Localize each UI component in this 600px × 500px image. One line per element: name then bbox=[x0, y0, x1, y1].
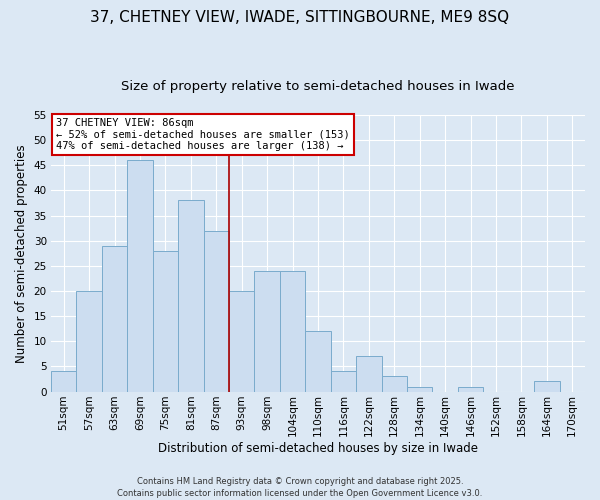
Bar bbox=[178, 200, 203, 392]
Bar bbox=[458, 386, 483, 392]
Bar bbox=[229, 291, 254, 392]
Bar bbox=[534, 382, 560, 392]
Bar bbox=[102, 246, 127, 392]
Text: 37 CHETNEY VIEW: 86sqm
← 52% of semi-detached houses are smaller (153)
47% of se: 37 CHETNEY VIEW: 86sqm ← 52% of semi-det… bbox=[56, 118, 350, 151]
Bar bbox=[407, 386, 433, 392]
X-axis label: Distribution of semi-detached houses by size in Iwade: Distribution of semi-detached houses by … bbox=[158, 442, 478, 455]
Bar bbox=[127, 160, 152, 392]
Bar bbox=[254, 271, 280, 392]
Text: 37, CHETNEY VIEW, IWADE, SITTINGBOURNE, ME9 8SQ: 37, CHETNEY VIEW, IWADE, SITTINGBOURNE, … bbox=[91, 10, 509, 25]
Text: Contains HM Land Registry data © Crown copyright and database right 2025.
Contai: Contains HM Land Registry data © Crown c… bbox=[118, 476, 482, 498]
Bar bbox=[382, 376, 407, 392]
Bar bbox=[280, 271, 305, 392]
Title: Size of property relative to semi-detached houses in Iwade: Size of property relative to semi-detach… bbox=[121, 80, 515, 93]
Bar bbox=[76, 291, 102, 392]
Bar bbox=[331, 372, 356, 392]
Y-axis label: Number of semi-detached properties: Number of semi-detached properties bbox=[15, 144, 28, 362]
Bar bbox=[356, 356, 382, 392]
Bar bbox=[203, 230, 229, 392]
Bar bbox=[152, 251, 178, 392]
Bar bbox=[51, 372, 76, 392]
Bar bbox=[305, 331, 331, 392]
